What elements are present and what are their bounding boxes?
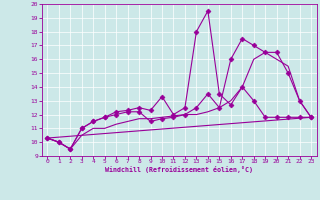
X-axis label: Windchill (Refroidissement éolien,°C): Windchill (Refroidissement éolien,°C) [105,166,253,173]
